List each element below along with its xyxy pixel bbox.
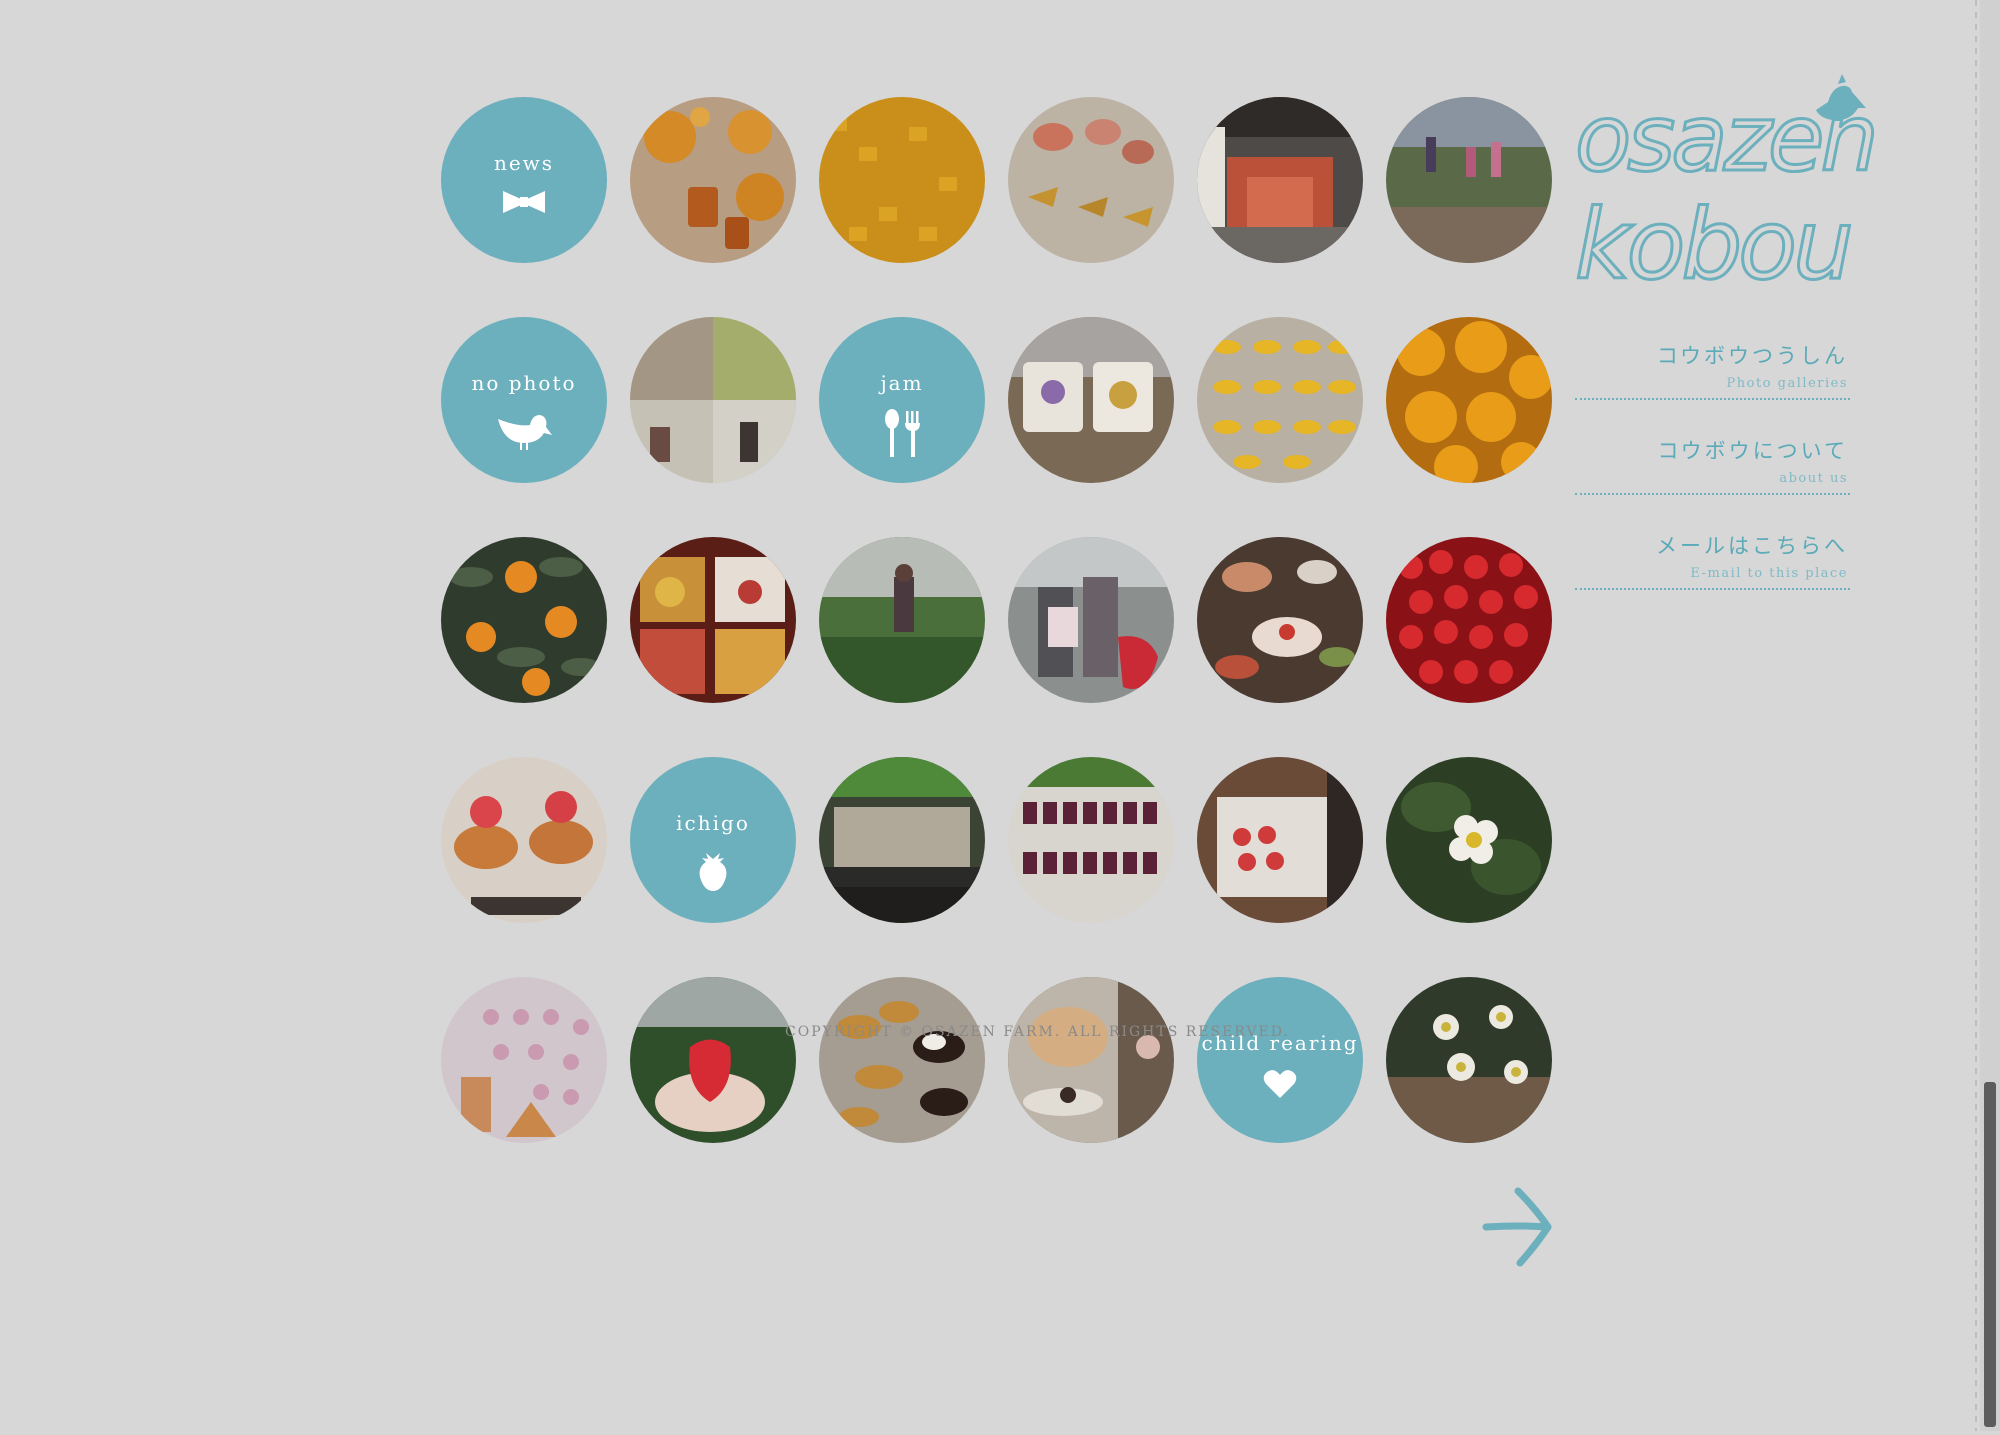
nav-about-us-jp: コウボウについて [1657,439,1848,463]
category-child-rearing-label: child rearing [1201,1031,1359,1055]
photo-collage-building[interactable] [630,317,796,483]
photo-strawberry-blossoms[interactable] [1386,977,1552,1143]
nav-email[interactable]: メールはこちらへ E-mail to this place [1575,520,1850,590]
nav-photo-galleries-jp: コウボウつうしん [1656,344,1848,368]
next-page-button[interactable] [1482,1185,1554,1273]
photo-jam-shelf[interactable] [1008,757,1174,923]
category-ichigo[interactable]: ichigo [630,757,796,923]
nav-about-us-en: about us [1779,471,1848,486]
logo-line2: kobou [1575,189,1850,290]
photo-dried-fruit-chocolate[interactable] [819,977,985,1143]
nav-email-en: E-mail to this place [1690,566,1848,581]
photo-fruit-box[interactable] [630,537,796,703]
photo-yellow-dice[interactable] [819,97,985,263]
strawberry-icon [699,853,727,891]
photo-strawberry-book[interactable] [1197,757,1363,923]
photo-grid: news [441,97,1556,1147]
photo-strawberry-in-hand[interactable] [630,977,796,1143]
heart-icon [1263,1070,1297,1098]
photo-strawberry-tarts[interactable] [441,757,607,923]
category-ichigo-label: ichigo [676,811,750,835]
page-edge-binding [1968,0,1980,1431]
photo-orchard-kids[interactable] [1386,97,1552,263]
category-jam[interactable]: jam [819,317,985,483]
arrow-right-icon [1482,1187,1552,1267]
photo-pink-macarons[interactable] [441,977,607,1143]
photo-mugs[interactable] [1008,317,1174,483]
nav-photo-galleries-en: Photo galleries [1726,376,1848,391]
photo-oranges-jam[interactable] [630,97,796,263]
vertical-scrollbar[interactable] [1980,0,2000,1431]
nav-email-jp: メールはこちらへ [1656,534,1848,558]
category-jam-label: jam [880,371,924,395]
photo-shrine[interactable] [1197,97,1363,263]
photo-orange-halves[interactable] [1386,317,1552,483]
logo-bird-icon [1816,74,1866,121]
scrollbar-thumb[interactable] [1984,1082,1996,1427]
photo-sweets-plate[interactable] [1008,97,1174,263]
spoon-fork-icon [885,409,920,457]
photo-strawberries-many[interactable] [1386,537,1552,703]
nav-about-us[interactable]: コウボウについて about us [1575,425,1850,495]
photo-strawberry-flower[interactable] [1386,757,1552,923]
bow-icon [503,191,545,213]
photo-party-food[interactable] [1197,537,1363,703]
photo-souffle[interactable] [1008,977,1174,1143]
photo-orange-tree[interactable] [441,537,607,703]
photo-greenhouse-mother[interactable] [819,537,985,703]
category-child-rearing[interactable]: child rearing [1197,977,1363,1143]
copyright: COPYRIGHT © OSAZEN FARM. ALL RIGHTS RESE… [785,1024,1290,1040]
brand-logo[interactable]: osazen kobou [1570,70,1890,303]
nav-photo-galleries[interactable]: コウボウつうしん Photo galleries [1575,330,1850,400]
photo-market-stall[interactable] [819,757,985,923]
category-no-photo[interactable]: no photo [441,317,607,483]
main-nav: コウボウつうしん Photo galleries コウボウについて about … [1575,330,1850,615]
category-no-photo-label: no photo [471,371,577,395]
category-news-label: news [493,151,555,175]
category-news[interactable]: news [441,97,607,263]
bird-icon [498,415,552,450]
photo-girls-strawberry[interactable] [1008,537,1174,703]
photo-orange-slices[interactable] [1197,317,1363,483]
